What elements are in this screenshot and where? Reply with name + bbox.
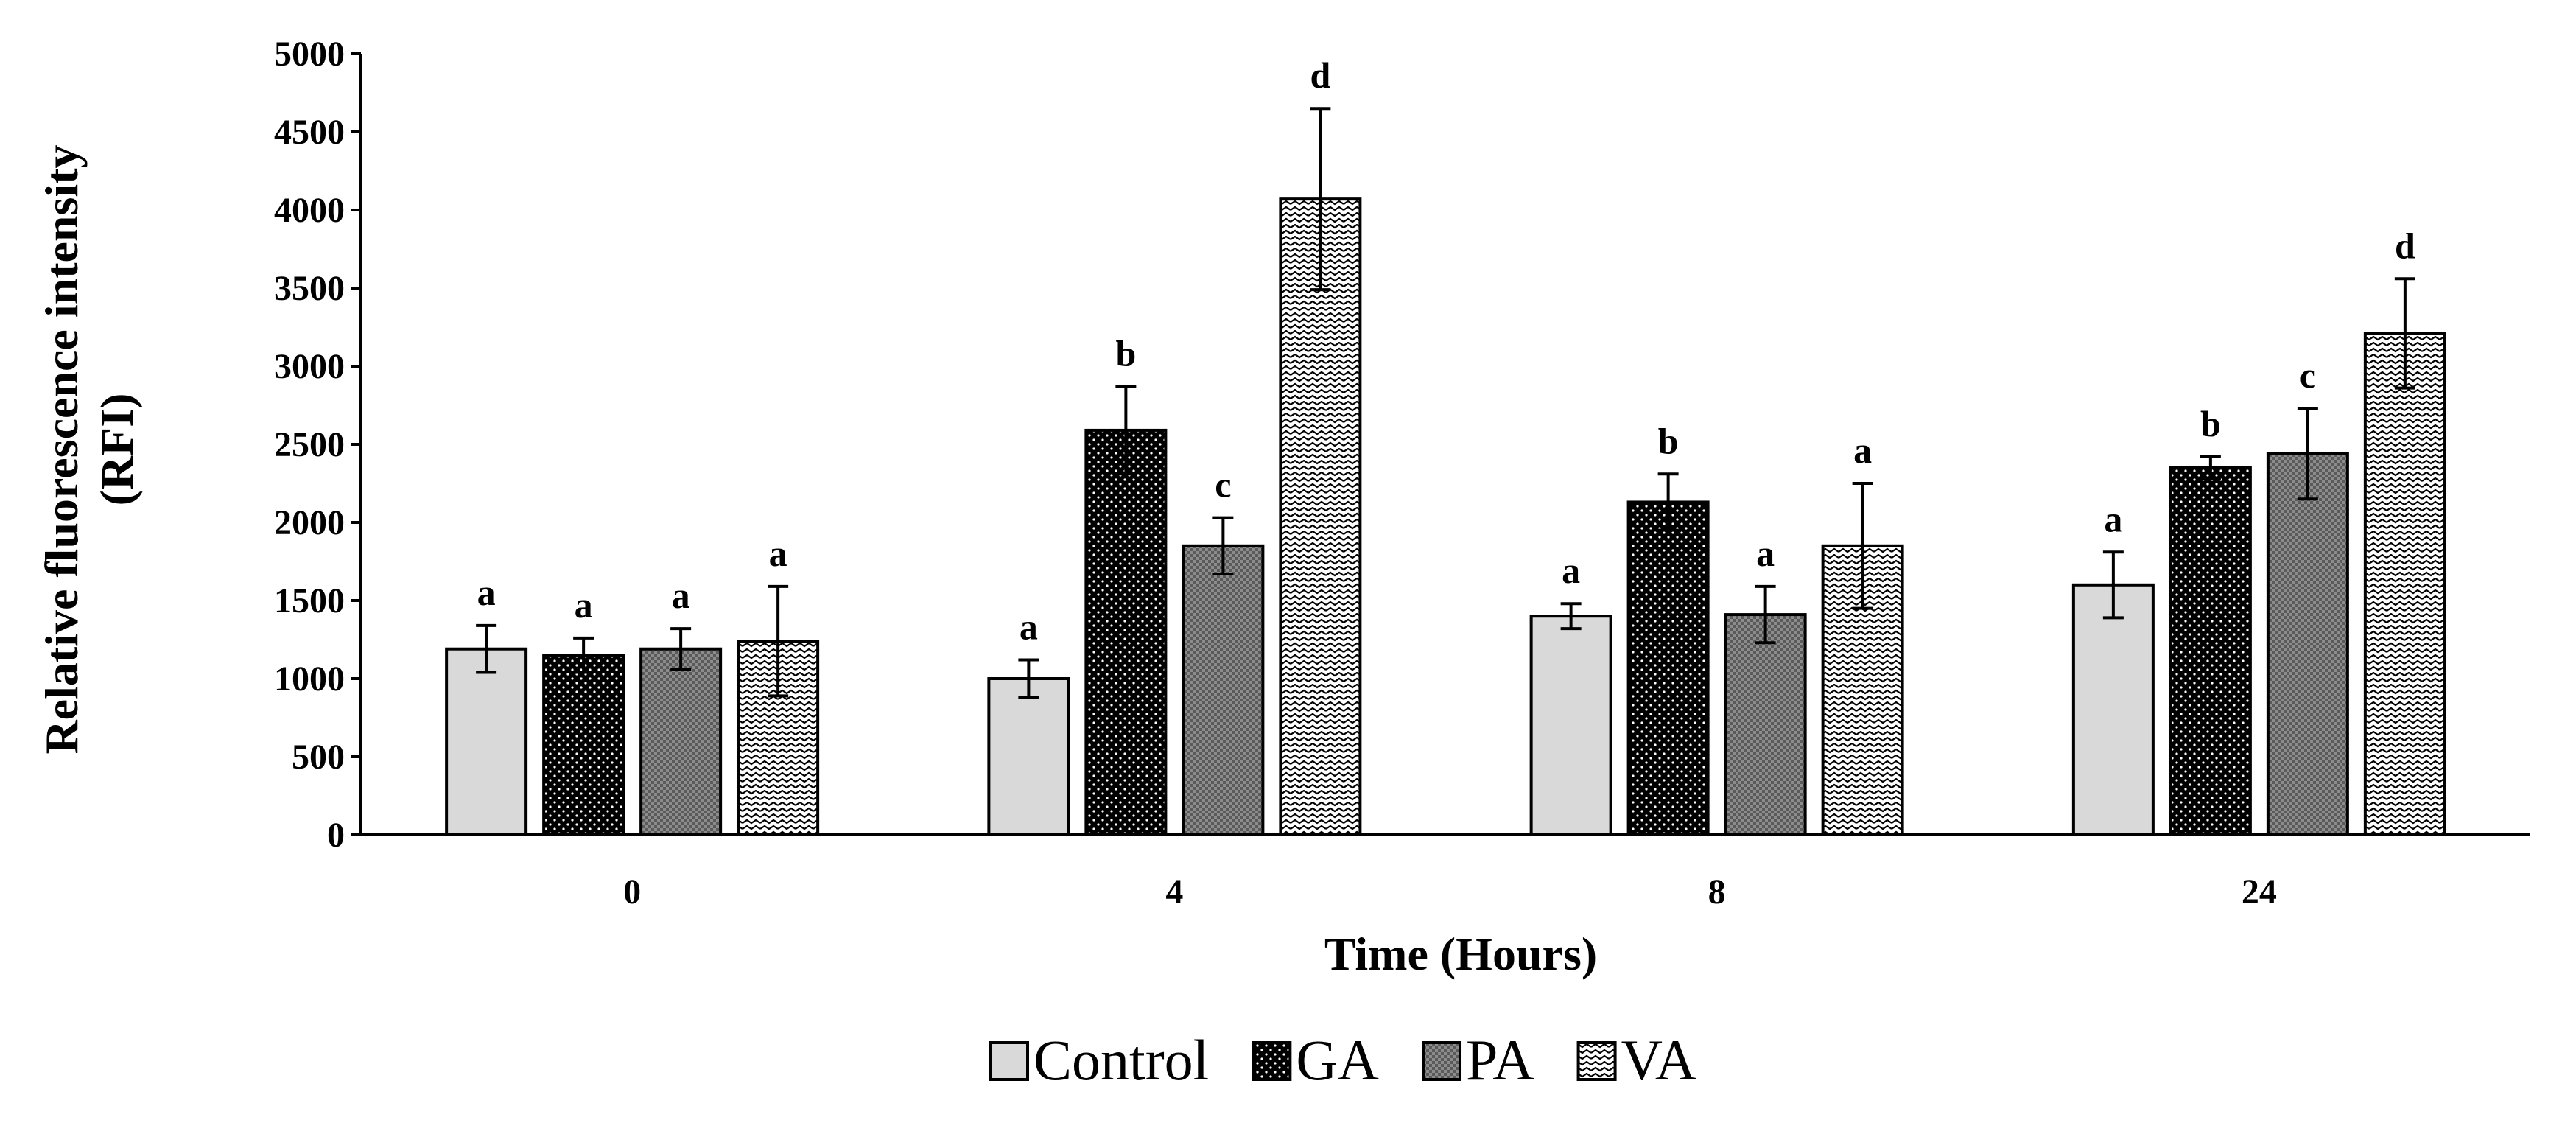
x-tick-label: 0 xyxy=(623,872,641,911)
legend-swatch-ga xyxy=(1252,1041,1292,1081)
legend-label: Control xyxy=(1033,1028,1209,1092)
y-tick-label: 5000 xyxy=(274,35,345,74)
significance-letter: b xyxy=(1115,333,1136,374)
significance-letter: a xyxy=(477,572,496,613)
significance-letter: c xyxy=(1215,464,1231,505)
bar-ga-4 xyxy=(1084,428,1168,836)
legend-label: GA xyxy=(1296,1028,1379,1092)
bar-ga-8 xyxy=(1626,500,1710,836)
significance-letter: a xyxy=(575,584,593,626)
significance-letter: a xyxy=(672,575,690,616)
bar-pa-24 xyxy=(2266,452,2349,836)
y-axis-title-line2: (RFI) xyxy=(91,393,143,506)
significance-letter: a xyxy=(1562,550,1580,591)
legend: Control GA PA VA xyxy=(989,1028,1697,1092)
significance-letter: d xyxy=(1310,55,1330,96)
legend-label: PA xyxy=(1466,1028,1534,1092)
bar-va-4 xyxy=(1279,197,1362,837)
legend-swatch-va xyxy=(1576,1041,1617,1081)
significance-letter: a xyxy=(1756,533,1775,574)
y-tick-label: 3500 xyxy=(274,269,345,308)
x-tick-label: 8 xyxy=(1708,872,1726,911)
legend-swatch-control xyxy=(989,1041,1029,1081)
legend-swatch-pa xyxy=(1422,1041,1462,1081)
x-axis-title: Time (Hours) xyxy=(1324,928,1597,980)
legend-item-ga: GA xyxy=(1252,1028,1379,1092)
x-tick-label: 24 xyxy=(2242,872,2277,911)
legend-item-va: VA xyxy=(1576,1028,1697,1092)
y-tick-label: 3000 xyxy=(274,347,345,386)
y-tick-label: 1000 xyxy=(274,659,345,699)
bar-control-4 xyxy=(987,677,1070,836)
y-axis-title: Relative fluorescence intensity (RFI) xyxy=(35,144,143,754)
bar-pa-8 xyxy=(1724,613,1807,837)
y-tick-label: 0 xyxy=(327,816,345,855)
significance-letter: a xyxy=(1019,606,1038,648)
significance-letters: a a a a a b c d a b a a a b c d xyxy=(477,55,2415,647)
significance-letter: d xyxy=(2395,225,2415,266)
bar-control-8 xyxy=(1529,615,1612,836)
significance-letter: a xyxy=(2104,498,2122,539)
y-tick-label: 4000 xyxy=(274,191,345,230)
legend-item-pa: PA xyxy=(1422,1028,1534,1092)
bar-va-24 xyxy=(2363,332,2446,837)
y-tick-label: 4500 xyxy=(274,113,345,152)
y-axis-title-line1: Relative fluorescence intensity xyxy=(35,144,88,754)
bar-control-24 xyxy=(2071,583,2155,836)
y-tick-label: 1500 xyxy=(274,581,345,620)
bar-pa-0 xyxy=(639,647,723,836)
x-tick-label: 4 xyxy=(1165,872,1183,911)
y-tick-label: 500 xyxy=(292,738,345,777)
y-tick-label: 2500 xyxy=(274,425,345,464)
y-tick-label: 2000 xyxy=(274,503,345,542)
x-axis-ticks: 0 4 8 24 xyxy=(623,872,2277,911)
bar-series xyxy=(445,197,2446,837)
significance-letter: a xyxy=(1853,430,1872,471)
significance-letter: b xyxy=(1658,420,1679,461)
significance-letter: b xyxy=(2200,403,2221,444)
significance-letter: c xyxy=(2300,354,2316,396)
bar-pa-4 xyxy=(1182,544,1265,836)
bar-ga-0 xyxy=(542,654,625,837)
y-axis-ticks: 0 500 1000 1500 2000 2500 3000 3500 4000 4500 5000 xyxy=(274,35,361,855)
legend-item-control: Control xyxy=(989,1028,1209,1092)
bar-ga-24 xyxy=(2169,466,2252,836)
significance-letter: a xyxy=(769,533,787,574)
legend-label: VA xyxy=(1621,1028,1697,1092)
error-bars xyxy=(476,107,2415,699)
bar-control-0 xyxy=(445,647,528,836)
